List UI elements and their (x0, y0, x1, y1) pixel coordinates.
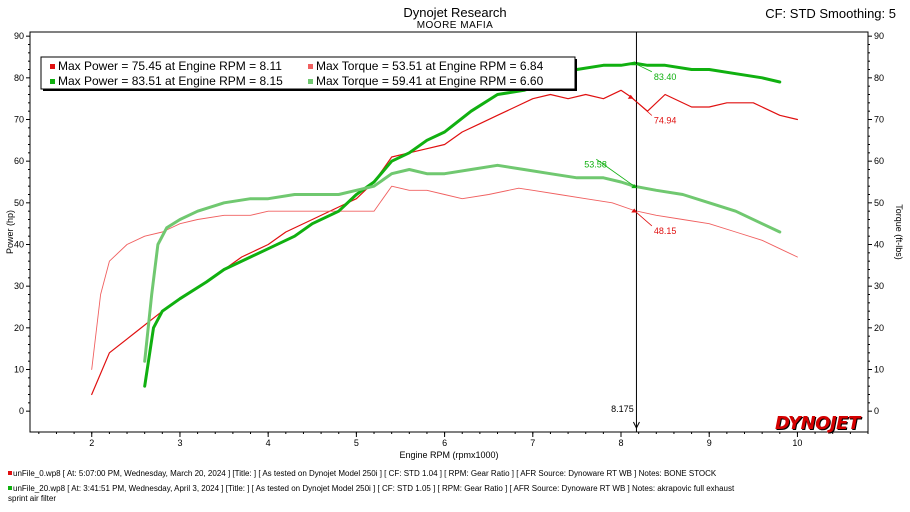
legend-swatch (50, 64, 55, 69)
y-tick-right-label: 70 (874, 115, 884, 125)
annotation-arrow (631, 208, 638, 213)
x-tick-label: 9 (707, 438, 712, 448)
y-axis-left-label: Power (hp) (5, 210, 15, 254)
y-tick-left-label: 20 (14, 323, 24, 333)
y-tick-right-label: 30 (874, 281, 884, 291)
run1-info-text: unFile_0.wp8 [ At: 5:07:00 PM, Wednesday… (13, 469, 717, 478)
series-line-3 (143, 61, 782, 388)
series-line-4 (143, 163, 782, 363)
x-tick-label: 10 (792, 438, 802, 448)
legend-swatch (308, 79, 313, 84)
annotation-leader (596, 158, 635, 187)
annotation-arrow (631, 184, 638, 189)
run2-info-notes: sprint air filter (8, 494, 57, 503)
annotation-label: 48.15 (654, 226, 677, 236)
annotation-arrow (627, 94, 634, 99)
run2-color-swatch (8, 486, 12, 490)
chart-subtitle: MOORE MAFIA (416, 20, 494, 31)
y-tick-left-label: 30 (14, 281, 24, 291)
annotation-leader (634, 62, 653, 73)
annotation-label: 53.58 (584, 159, 607, 169)
legend-swatch (308, 64, 313, 69)
annotation-leader (630, 96, 653, 116)
y-tick-right-label: 80 (874, 73, 884, 83)
x-tick-label: 2 (89, 438, 94, 448)
dynojet-logo: DYNOJET (775, 413, 860, 434)
x-tick-label: 4 (266, 438, 271, 448)
legend-entry: Max Power = 75.45 at Engine RPM = 8.11 (58, 59, 282, 73)
y-tick-left-label: 70 (14, 115, 24, 125)
x-tick-label: 6 (442, 438, 447, 448)
x-tick-label: 7 (530, 438, 535, 448)
legend-entry: Max Power = 83.51 at Engine RPM = 8.15 (58, 74, 283, 88)
y-tick-left-label: 60 (14, 156, 24, 166)
x-tick-label: 3 (177, 438, 182, 448)
run1-color-swatch (8, 471, 12, 475)
y-axis-right-label: Torque (ft-lbs) (894, 204, 904, 260)
annotation-arrow (631, 61, 638, 66)
series-line-2 (91, 185, 798, 370)
y-tick-right-label: 60 (874, 156, 884, 166)
plot-area (29, 31, 869, 433)
y-tick-right-label: 10 (874, 365, 884, 375)
legend-entry: Max Torque = 53.51 at Engine RPM = 6.84 (316, 59, 544, 73)
run2-info-text: unFile_20.wp8 [ At: 3:41:51 PM, Wednesda… (13, 484, 735, 493)
y-tick-left-label: 10 (14, 365, 24, 375)
x-tick-label: 8 (619, 438, 624, 448)
y-tick-left-label: 90 (14, 31, 24, 41)
x-tick-label: 5 (354, 438, 359, 448)
y-tick-left-label: 50 (14, 198, 24, 208)
legend-entry: Max Torque = 59.41 at Engine RPM = 6.60 (316, 74, 544, 88)
run1-info: unFile_0.wp8 [ At: 5:07:00 PM, Wednesday… (8, 469, 716, 478)
y-tick-right-label: 20 (874, 323, 884, 333)
y-tick-right-label: 50 (874, 198, 884, 208)
y-tick-left-label: 40 (14, 240, 24, 250)
chart-title: Dynojet Research (403, 5, 507, 20)
annotation-leader (633, 210, 653, 227)
cursor-label: 8.175 (611, 404, 634, 414)
y-tick-left-label: 80 (14, 73, 24, 83)
y-tick-right-label: 90 (874, 31, 884, 41)
y-tick-right-label: 0 (874, 406, 879, 416)
run2-info: unFile_20.wp8 [ At: 3:41:51 PM, Wednesda… (8, 484, 734, 493)
annotation-label: 74.94 (654, 116, 677, 126)
y-tick-right-label: 40 (874, 240, 884, 250)
y-tick-left-label: 0 (19, 406, 24, 416)
x-axis-label: Engine RPM (rpmx1000) (399, 450, 498, 460)
legend-swatch (50, 79, 55, 84)
cursor-arrow (632, 421, 640, 430)
correction-factor-label: CF: STD Smoothing: 5 (765, 6, 896, 21)
annotation-label: 83.40 (654, 72, 677, 82)
